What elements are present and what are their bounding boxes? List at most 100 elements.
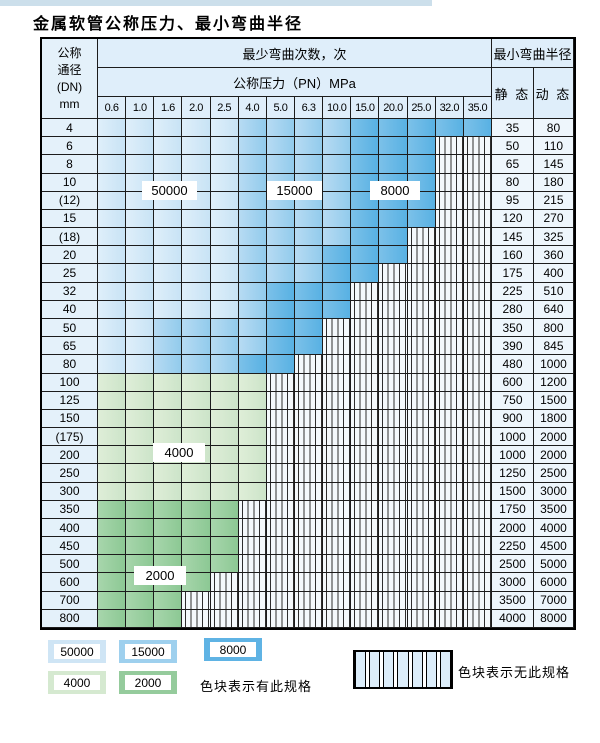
spec-cell xyxy=(294,137,324,156)
dynamic-radius-value: 4000 xyxy=(533,518,574,538)
spec-cell xyxy=(126,518,155,538)
dn-label: 450 xyxy=(42,537,98,556)
no-spec-cell xyxy=(294,500,324,519)
legend-chip-label: 2000 xyxy=(125,675,171,690)
min-bend-radius-header: 最小弯曲半径 xyxy=(491,39,574,68)
spec-cell xyxy=(126,246,155,265)
spec-cell xyxy=(182,282,211,301)
spec-cell xyxy=(154,500,183,519)
spec-cell xyxy=(126,264,155,283)
no-spec-cell xyxy=(351,500,380,519)
no-spec-cell xyxy=(407,573,436,592)
dn-label: 350 xyxy=(42,500,98,519)
spec-cell xyxy=(294,264,324,283)
dynamic-radius-value: 1000 xyxy=(533,355,574,374)
dynamic-radius-value: 110 xyxy=(533,137,574,156)
spec-cell xyxy=(266,155,295,174)
pressure-column-header: 32.0 xyxy=(435,97,464,119)
no-spec-cell xyxy=(351,518,380,538)
no-spec-cell xyxy=(463,591,492,610)
spec-cell xyxy=(266,228,295,247)
static-radius-value: 4000 xyxy=(491,609,534,628)
legend-chip-label: 8000 xyxy=(210,642,256,657)
no-spec-cell xyxy=(463,300,492,319)
no-spec-cell xyxy=(435,500,464,519)
spec-cell xyxy=(210,119,239,138)
no-spec-cell xyxy=(323,518,352,538)
static-radius-value: 80 xyxy=(491,173,534,192)
no-spec-cell xyxy=(379,409,408,429)
no-spec-cell xyxy=(407,537,436,556)
spec-cell xyxy=(294,300,324,319)
no-spec-cell xyxy=(407,228,436,247)
no-spec-cell xyxy=(182,609,211,628)
no-spec-cell xyxy=(463,373,492,392)
spec-cell xyxy=(351,155,380,174)
no-spec-cell xyxy=(435,300,464,319)
spec-cell xyxy=(98,282,127,301)
no-spec-cell xyxy=(407,282,436,301)
no-spec-cell xyxy=(407,264,436,283)
spec-cell xyxy=(98,119,127,138)
dn-label: 40 xyxy=(42,300,98,319)
dynamic-radius-value: 845 xyxy=(533,337,574,356)
static-radius-value: 350 xyxy=(491,318,534,338)
no-spec-cell xyxy=(435,246,464,265)
no-spec-cell xyxy=(463,155,492,174)
spec-cell xyxy=(238,409,267,429)
stripe-swatch-cell xyxy=(369,652,381,687)
no-spec-cell xyxy=(294,591,324,610)
pressure-column-header: 6.3 xyxy=(294,97,324,119)
spec-cell xyxy=(98,373,127,392)
no-spec-cell xyxy=(407,391,436,410)
spec-cell xyxy=(323,155,352,174)
no-spec-cell xyxy=(435,318,464,338)
spec-cell xyxy=(266,318,295,338)
no-spec-cell xyxy=(407,500,436,519)
spec-cell xyxy=(126,409,155,429)
dynamic-radius-value: 7000 xyxy=(533,591,574,610)
spec-cell xyxy=(294,228,324,247)
spec-cell xyxy=(154,518,183,538)
spec-cell xyxy=(294,246,324,265)
spec-cell xyxy=(126,464,155,483)
spec-cell xyxy=(210,173,239,192)
spec-cell xyxy=(351,246,380,265)
spec-cell xyxy=(182,482,211,501)
no-spec-cell xyxy=(266,409,295,429)
no-spec-cell xyxy=(323,555,352,574)
spec-cell xyxy=(323,282,352,301)
dn-label: 32 xyxy=(42,282,98,301)
spec-cell xyxy=(98,173,127,192)
legend-chip-label: 15000 xyxy=(125,644,171,659)
spec-cell xyxy=(154,355,183,374)
zone-label-8000: 8000 xyxy=(370,181,420,200)
dynamic-radius-value: 5000 xyxy=(533,555,574,574)
dynamic-radius-value: 2000 xyxy=(533,428,574,447)
no-spec-cell xyxy=(435,482,464,501)
spec-cell xyxy=(407,119,436,138)
dynamic-radius-value: 510 xyxy=(533,282,574,301)
spec-cell xyxy=(182,228,211,247)
no-spec-cell xyxy=(323,591,352,610)
spec-cell xyxy=(266,282,295,301)
spec-cell xyxy=(210,446,239,465)
spec-cell xyxy=(98,246,127,265)
no-spec-cell xyxy=(210,591,239,610)
dn-label: 50 xyxy=(42,318,98,338)
static-radius-value: 2250 xyxy=(491,537,534,556)
dynamic-radius-value: 8000 xyxy=(533,609,574,628)
spec-cell xyxy=(210,191,239,210)
spec-cell xyxy=(126,318,155,338)
dn-label: 80 xyxy=(42,355,98,374)
spec-cell xyxy=(126,591,155,610)
no-spec-cell xyxy=(294,537,324,556)
no-spec-cell xyxy=(379,518,408,538)
spec-cell xyxy=(210,482,239,501)
no-spec-cell xyxy=(323,500,352,519)
no-spec-cell xyxy=(351,300,380,319)
spec-cell xyxy=(98,573,127,592)
spec-cell xyxy=(182,155,211,174)
no-spec-cell xyxy=(407,464,436,483)
